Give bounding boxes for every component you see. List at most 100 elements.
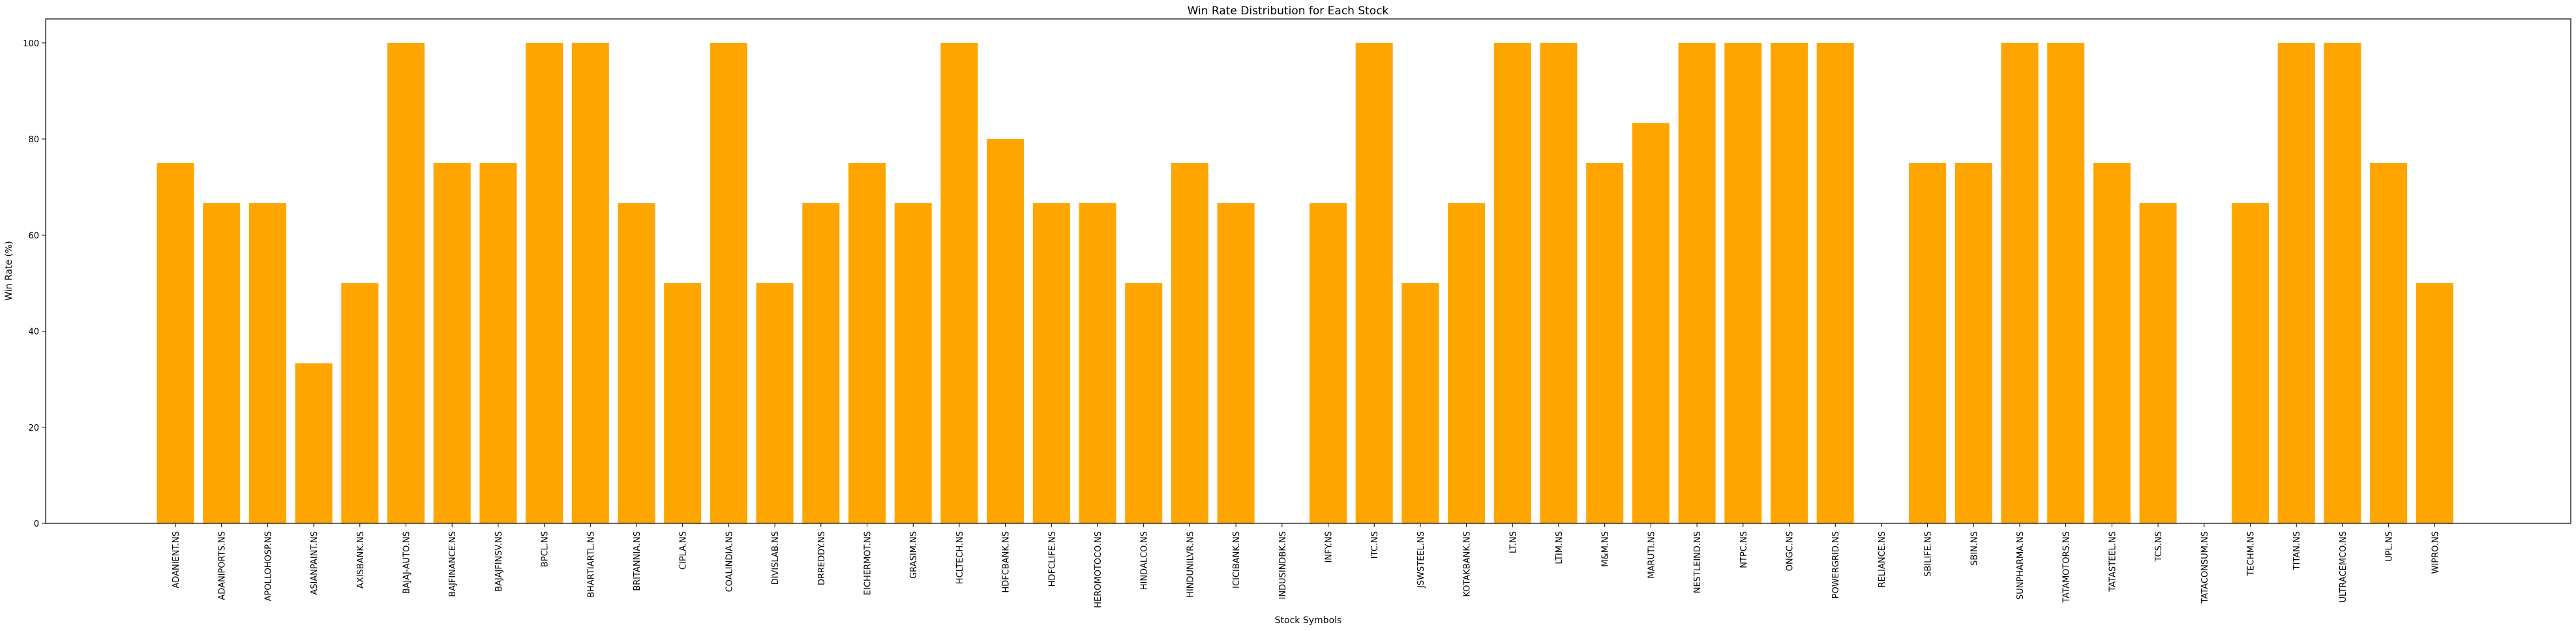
x-tick-label: INFY.NS <box>1325 531 1334 562</box>
x-tick-label: TECHM.NS <box>2247 531 2256 576</box>
x-tick-label: NTPC.NS <box>1739 531 1749 568</box>
x-tick-label: POWERGRID.NS <box>1831 531 1841 598</box>
y-axis-ticks: 0 20 40 60 80 100 <box>23 39 46 529</box>
y-tick-label: 80 <box>28 135 39 145</box>
x-tick-label: DRREDDY.NS <box>817 531 827 585</box>
bar-WIPRO.NS <box>2416 283 2453 523</box>
x-tick-label: HDFCBANK.NS <box>1002 531 1011 593</box>
bar-SBILIFE.NS <box>1909 162 1947 523</box>
x-tick-label: EICHERMOT.NS <box>863 531 873 595</box>
bar-HCLTECH.NS <box>940 42 978 524</box>
bar-HINDUNILVR.NS <box>1171 162 1208 523</box>
x-tick-label: LT.NS <box>1508 531 1518 553</box>
x-tick-label: ONGC.NS <box>1786 531 1795 571</box>
x-tick-label: HINDALCO.NS <box>1140 531 1150 590</box>
x-tick-label: RELIANCE.NS <box>1878 531 1887 587</box>
bar-JSWSTEEL.NS <box>1401 283 1439 523</box>
bar-CIPLA.NS <box>664 283 702 523</box>
x-tick-label: ADANIENT.NS <box>172 531 181 589</box>
bar-MARUTI.NS <box>1632 123 1670 523</box>
x-tick-label: BRITANNIA.NS <box>633 531 642 591</box>
bar-BPCL.NS <box>526 42 563 524</box>
x-tick-label: TATACONSUM.NS <box>2200 531 2210 604</box>
x-tick-label: DIVISLAB.NS <box>771 531 781 585</box>
x-tick-label: JSWSTEEL.NS <box>1416 531 1426 589</box>
x-tick-label: HDFCLIFE.NS <box>1047 531 1057 587</box>
bar-LTIM.NS <box>1540 42 1578 524</box>
x-tick-label: M&M.NS <box>1601 531 1611 567</box>
bar-HDFCLIFE.NS <box>1032 203 1070 523</box>
x-axis-title: Stock Symbols <box>1275 615 1342 626</box>
bar-TECHM.NS <box>2232 203 2269 523</box>
x-axis-ticks: ADANIENT.NS ADANIPORTS.NS APOLLOHOSP.NS ASI… <box>172 523 2440 608</box>
x-tick-label: COALINDIA.NS <box>725 531 734 592</box>
x-tick-label: SBIN.NS <box>1969 531 1979 566</box>
y-tick-label: 60 <box>28 231 39 241</box>
bar-NTPC.NS <box>1724 42 1762 524</box>
x-tick-label: MARUTI.NS <box>1647 531 1656 579</box>
bar-TATASTEEL.NS <box>2093 162 2131 523</box>
chart-title: Win Rate Distribution for Each Stock <box>1188 5 1389 18</box>
bar-BAJAJ-AUTO.NS <box>387 42 425 524</box>
bar-SUNPHARMA.NS <box>2001 42 2039 524</box>
x-tick-label: TATAMOTORS.NS <box>2062 531 2072 604</box>
bar-ASIANPAINT.NS <box>295 363 333 523</box>
x-tick-label: UPL.NS <box>2385 531 2395 562</box>
bar-EICHERMOT.NS <box>848 162 886 523</box>
bar-COALINDIA.NS <box>710 42 747 524</box>
x-tick-label: SUNPHARMA.NS <box>2016 531 2026 600</box>
bar-GRASIM.NS <box>894 203 932 523</box>
bar-TITAN.NS <box>2277 42 2315 524</box>
x-tick-label: HEROMOTOCO.NS <box>1094 531 1103 608</box>
bar-BAJAJFINSV.NS <box>479 162 517 523</box>
x-tick-label: KOTAKBANK.NS <box>1463 531 1473 597</box>
x-tick-label: BAJAJ-AUTO.NS <box>402 531 412 594</box>
bar-INFY.NS <box>1310 203 1347 523</box>
bar-ADANIENT.NS <box>157 162 194 523</box>
x-tick-label: NESTLEIND.NS <box>1693 531 1703 593</box>
bar-ADANIPORTS.NS <box>203 203 241 523</box>
x-tick-label: TCS.NS <box>2154 531 2164 562</box>
x-tick-label: ICICIBANK.NS <box>1232 531 1242 589</box>
x-tick-label: ITC.NS <box>1370 531 1380 559</box>
x-tick-label: BPCL.NS <box>541 531 550 567</box>
bar-DIVISLAB.NS <box>756 283 794 523</box>
x-tick-label: HINDUNILVR.NS <box>1186 531 1195 598</box>
x-tick-label: TITAN.NS <box>2292 531 2302 570</box>
bar-ITC.NS <box>1355 42 1393 524</box>
y-axis-title: Win Rate (%) <box>4 241 14 301</box>
x-tick-label: BHARTIARTL.NS <box>586 531 596 598</box>
x-tick-label: WIPRO.NS <box>2431 531 2440 574</box>
bar-KOTAKBANK.NS <box>1448 203 1486 523</box>
x-tick-label: GRASIM.NS <box>909 531 919 579</box>
bar-ONGC.NS <box>1771 42 1808 524</box>
bar-BRITANNIA.NS <box>618 203 655 523</box>
bar-BAJFINANCE.NS <box>433 162 471 523</box>
y-tick-label: 100 <box>23 39 39 49</box>
x-tick-label: APOLLOHOSP.NS <box>263 531 273 601</box>
bar-AXISBANK.NS <box>341 283 379 523</box>
x-tick-label: BAJFINANCE.NS <box>448 531 458 597</box>
x-tick-label: BAJAJFINSV.NS <box>494 531 504 592</box>
x-tick-label: ADANIPORTS.NS <box>218 531 228 600</box>
x-tick-label: AXISBANK.NS <box>356 531 366 589</box>
bar-ULTRACEMCO.NS <box>2324 42 2361 524</box>
bar-UPL.NS <box>2370 162 2408 523</box>
x-tick-label: SBILIFE.NS <box>1924 531 1934 577</box>
bar-M&M.NS <box>1586 162 1624 523</box>
y-tick-label: 40 <box>28 328 39 337</box>
bar-DRREDDY.NS <box>802 203 840 523</box>
plot-area-frame <box>45 18 2571 524</box>
x-tick-label: TATASTEEL.NS <box>2108 531 2118 593</box>
bar-ICICIBANK.NS <box>1217 203 1255 523</box>
bar-TATAMOTORS.NS <box>2047 42 2085 524</box>
x-tick-label: HCLTECH.NS <box>955 531 965 584</box>
bar-SBIN.NS <box>1954 162 1992 523</box>
x-tick-label: LTIM.NS <box>1555 531 1565 564</box>
bar-NESTLEIND.NS <box>1678 42 1716 524</box>
bar-LT.NS <box>1493 42 1531 524</box>
x-tick-label: INDUSINDBK.NS <box>1278 531 1288 599</box>
bar-HDFCBANK.NS <box>987 139 1025 524</box>
bar-POWERGRID.NS <box>1816 42 1854 524</box>
y-tick-label: 0 <box>34 519 39 529</box>
